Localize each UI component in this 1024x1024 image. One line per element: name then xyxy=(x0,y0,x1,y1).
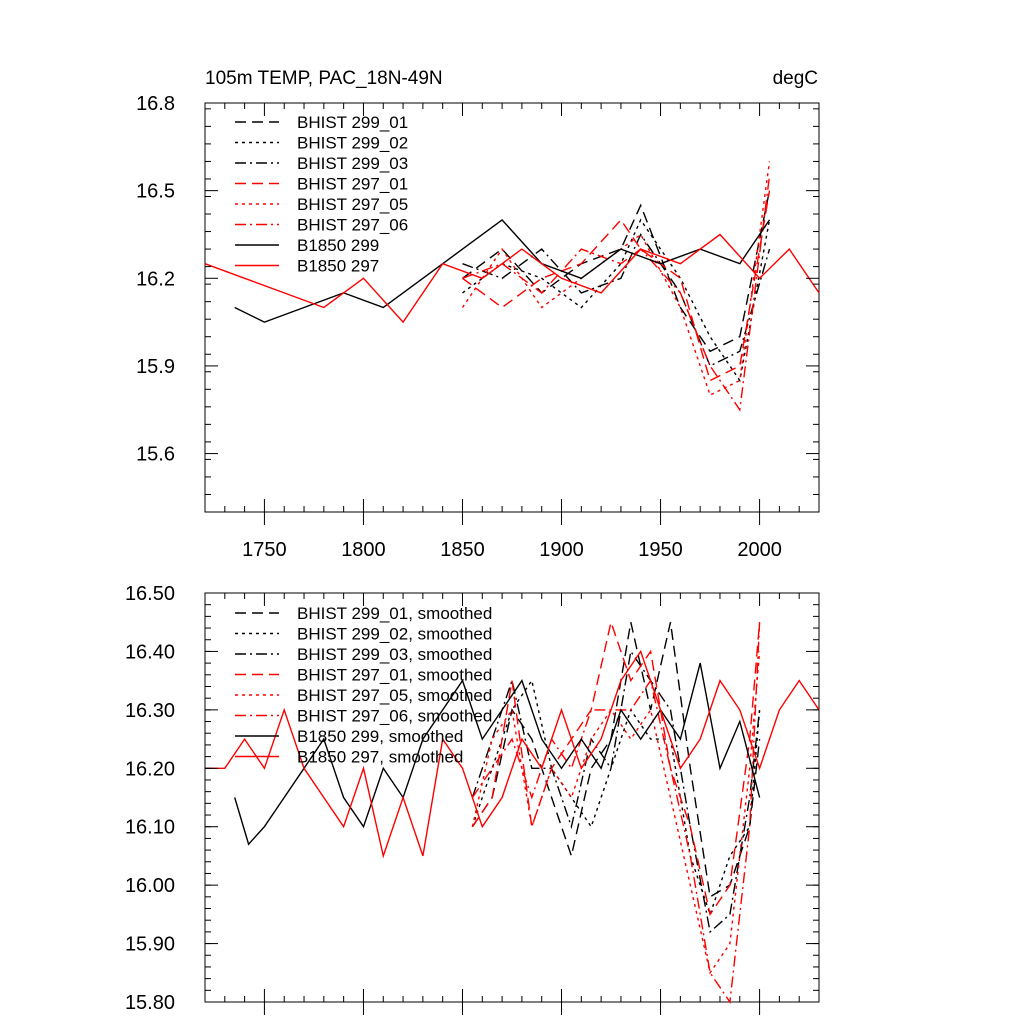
legend-label: BHIST 297_01, smoothed xyxy=(297,666,492,685)
legend-label: BHIST 299_03, smoothed xyxy=(297,645,492,664)
legend-label: BHIST 299_03 xyxy=(297,154,408,173)
panel-top: 105m TEMP, PAC_18N-49N degC 15.6 15.9 16.2… xyxy=(136,68,820,561)
x-tick-label: 1750 xyxy=(242,539,287,561)
legend-label: BHIST 297_05, smoothed xyxy=(297,686,492,705)
series-line-6 xyxy=(462,175,771,412)
x-tick-label: 1800 xyxy=(341,539,386,561)
legend-label: BHIST 297_06 xyxy=(297,216,408,235)
series-line-5 xyxy=(471,651,761,975)
x-tick-label: 1850 xyxy=(440,539,485,561)
series-line-8 xyxy=(205,649,820,859)
panel-top-title: 105m TEMP, PAC_18N-49N xyxy=(205,68,443,89)
y-tick-label: 16.5 xyxy=(136,181,175,203)
series-line-7 xyxy=(234,218,771,323)
panel-top-x-ticks: 1750 1800 1850 1900 1950 2000 xyxy=(204,103,820,561)
legend-label: BHIST 297_06, smoothed xyxy=(297,707,492,726)
legend-label: B1850 299, smoothed xyxy=(297,727,463,746)
y-tick-label: 16.20 xyxy=(125,758,175,780)
panel-bottom: 15.80 15.90 16.00 16.10 16.20 16.30 16.40 16.50… xyxy=(125,583,820,1015)
series-line-1 xyxy=(462,190,771,353)
x-tick-label: 2000 xyxy=(737,539,782,561)
y-tick-label: 16.00 xyxy=(125,875,175,897)
legend-label: BHIST 297_05 xyxy=(297,195,408,214)
legend-label: B1850 299 xyxy=(297,236,379,255)
series-line-3 xyxy=(471,649,761,934)
panel-bottom-frame xyxy=(204,592,820,1003)
y-tick-label: 15.6 xyxy=(136,444,175,466)
series-line-7 xyxy=(234,662,761,846)
legend-label: BHIST 297_01 xyxy=(297,175,408,194)
panel-top-units: degC xyxy=(773,68,818,89)
legend-label: BHIST 299_02 xyxy=(297,134,408,153)
panel-bottom-series-group xyxy=(205,619,820,1004)
legend-label: BHIST 299_01 xyxy=(297,113,408,132)
panel-top-frame xyxy=(204,102,820,513)
legend-label: BHIST 299_02, smoothed xyxy=(297,625,492,644)
legend-label: BHIST 299_01, smoothed xyxy=(297,604,492,623)
panel-top-y-ticks: 15.6 15.9 16.2 16.5 16.8 xyxy=(136,93,819,513)
y-tick-label: 15.9 xyxy=(136,356,175,378)
legend-label: B1850 297 xyxy=(297,257,379,276)
y-tick-label: 16.8 xyxy=(136,93,175,115)
y-tick-label: 15.80 xyxy=(125,992,175,1014)
series-line-4 xyxy=(462,190,771,382)
series-line-2 xyxy=(471,678,761,917)
x-tick-label: 1950 xyxy=(638,539,683,561)
series-line-4 xyxy=(471,619,761,917)
y-tick-label: 16.30 xyxy=(125,700,175,722)
panel-bottom-x-ticks xyxy=(204,593,820,1015)
legend-label: B1850 297, smoothed xyxy=(297,748,463,767)
series-line-8 xyxy=(204,233,820,324)
x-tick-label: 1900 xyxy=(539,539,584,561)
y-tick-label: 16.40 xyxy=(125,641,175,663)
series-line-6 xyxy=(471,622,761,1004)
y-tick-label: 15.90 xyxy=(125,934,175,956)
panel-bottom-y-ticks: 15.80 15.90 16.00 16.10 16.20 16.30 16.40 16.50 xyxy=(125,583,819,1014)
series-line-3 xyxy=(462,233,771,367)
y-tick-label: 16.50 xyxy=(125,583,175,605)
series-line-2 xyxy=(462,218,771,383)
y-tick-label: 16.2 xyxy=(136,268,175,290)
panel-bottom-legend: BHIST 299_01, smoothed BHIST 299_02, smoo… xyxy=(235,604,492,767)
panel-top-series-group xyxy=(204,161,820,412)
y-tick-label: 16.10 xyxy=(125,817,175,839)
